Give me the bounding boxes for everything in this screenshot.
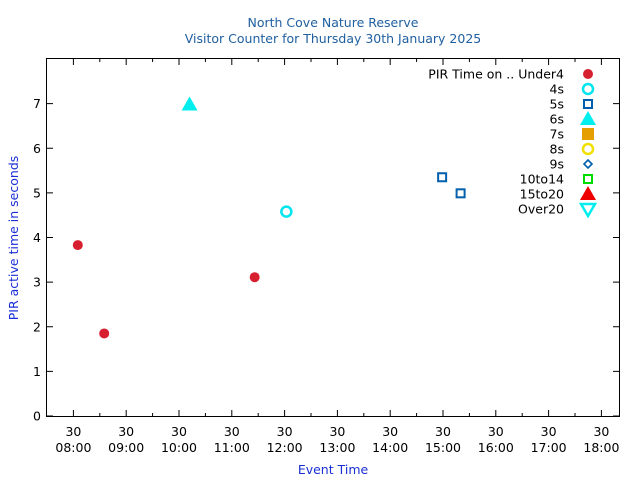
- x-tick-day-label: 30: [541, 424, 557, 439]
- legend-label-8s: 8s: [550, 142, 564, 157]
- x-tick-time-label: 11:00: [214, 440, 250, 455]
- x-tick-time-label: 12:00: [267, 440, 303, 455]
- x-tick-time-label: 15:00: [425, 440, 461, 455]
- x-tick-time-label: 13:00: [319, 440, 355, 455]
- x-tick-time-label: 08:00: [55, 440, 91, 455]
- x-tick-day-label: 30: [593, 424, 609, 439]
- chart-subtitle: Visitor Counter for Thursday 30th Januar…: [185, 31, 481, 46]
- x-tick-time-label: 17:00: [531, 440, 567, 455]
- data-point-under4: [249, 272, 260, 283]
- data-point-4s: [280, 205, 293, 218]
- y-tick-label: 4: [33, 230, 41, 245]
- chart-title: North Cove Nature Reserve: [248, 15, 419, 30]
- x-axis-label: Event Time: [298, 462, 369, 477]
- x-tick-day-label: 30: [488, 424, 504, 439]
- y-tick-label: 2: [33, 319, 41, 334]
- data-point-5s: [437, 172, 448, 183]
- x-tick-day-label: 30: [382, 424, 398, 439]
- legend-marker-under4: [583, 69, 593, 79]
- y-tick-label: 1: [33, 364, 41, 379]
- legend-label-7s: 7s: [550, 127, 564, 142]
- x-tick-day-label: 30: [118, 424, 134, 439]
- x-tick-day-label: 30: [277, 424, 293, 439]
- legend-label-5s: 5s: [550, 97, 564, 112]
- legend-label-10to14: 10to14: [520, 172, 564, 187]
- y-axis-label: PIR active time in seconds: [6, 156, 21, 321]
- legend-label-over20: Over20: [518, 202, 564, 217]
- legend-label-15to20: 15to20: [520, 187, 564, 202]
- legend-marker-6s: [580, 111, 596, 125]
- y-tick-label: 3: [33, 275, 41, 290]
- legend-label-6s: 6s: [550, 112, 564, 127]
- legend-marker-8s: [581, 142, 595, 156]
- x-tick-time-label: 16:00: [478, 440, 514, 455]
- legend-marker-15to20: [580, 186, 596, 200]
- y-tick-label: 7: [33, 96, 41, 111]
- legend-marker-over20: [578, 202, 598, 219]
- data-points: [72, 96, 466, 339]
- legend-label-under4: PIR Time on .. Under4: [428, 67, 564, 82]
- y-tick-label: 6: [33, 141, 41, 156]
- x-tick-time-label: 10:00: [161, 440, 197, 455]
- legend-marker-5s: [583, 99, 593, 109]
- data-point-5s: [455, 188, 466, 199]
- y-axis: 0 1 2 3 4 5 6 7: [33, 96, 619, 424]
- y-tick-label: 5: [33, 185, 41, 200]
- x-tick-time-label: 18:00: [583, 440, 619, 455]
- x-tick-day-label: 30: [224, 424, 240, 439]
- x-tick-day-label: 30: [65, 424, 81, 439]
- data-point-under4: [72, 240, 83, 251]
- x-tick-time-label: 14:00: [372, 440, 408, 455]
- y-tick-label: 0: [33, 409, 41, 424]
- x-axis: 3008:003009:003010:003011:003012:003013:…: [55, 59, 619, 455]
- legend: PIR Time on .. Under44s5s6s7s8s9s10to141…: [428, 67, 598, 219]
- legend-marker-10to14: [583, 174, 593, 184]
- data-point-6s: [181, 96, 198, 111]
- x-tick-day-label: 30: [329, 424, 345, 439]
- legend-label-4s: 4s: [550, 82, 564, 97]
- legend-marker-9s: [582, 158, 594, 170]
- x-tick-day-label: 30: [171, 424, 187, 439]
- legend-label-9s: 9s: [550, 157, 564, 172]
- legend-marker-7s: [582, 128, 594, 140]
- legend-marker-4s: [581, 82, 595, 96]
- x-tick-day-label: 30: [435, 424, 451, 439]
- x-tick-time-label: 09:00: [108, 440, 144, 455]
- plot-frame: [46, 58, 620, 417]
- data-point-under4: [99, 328, 110, 339]
